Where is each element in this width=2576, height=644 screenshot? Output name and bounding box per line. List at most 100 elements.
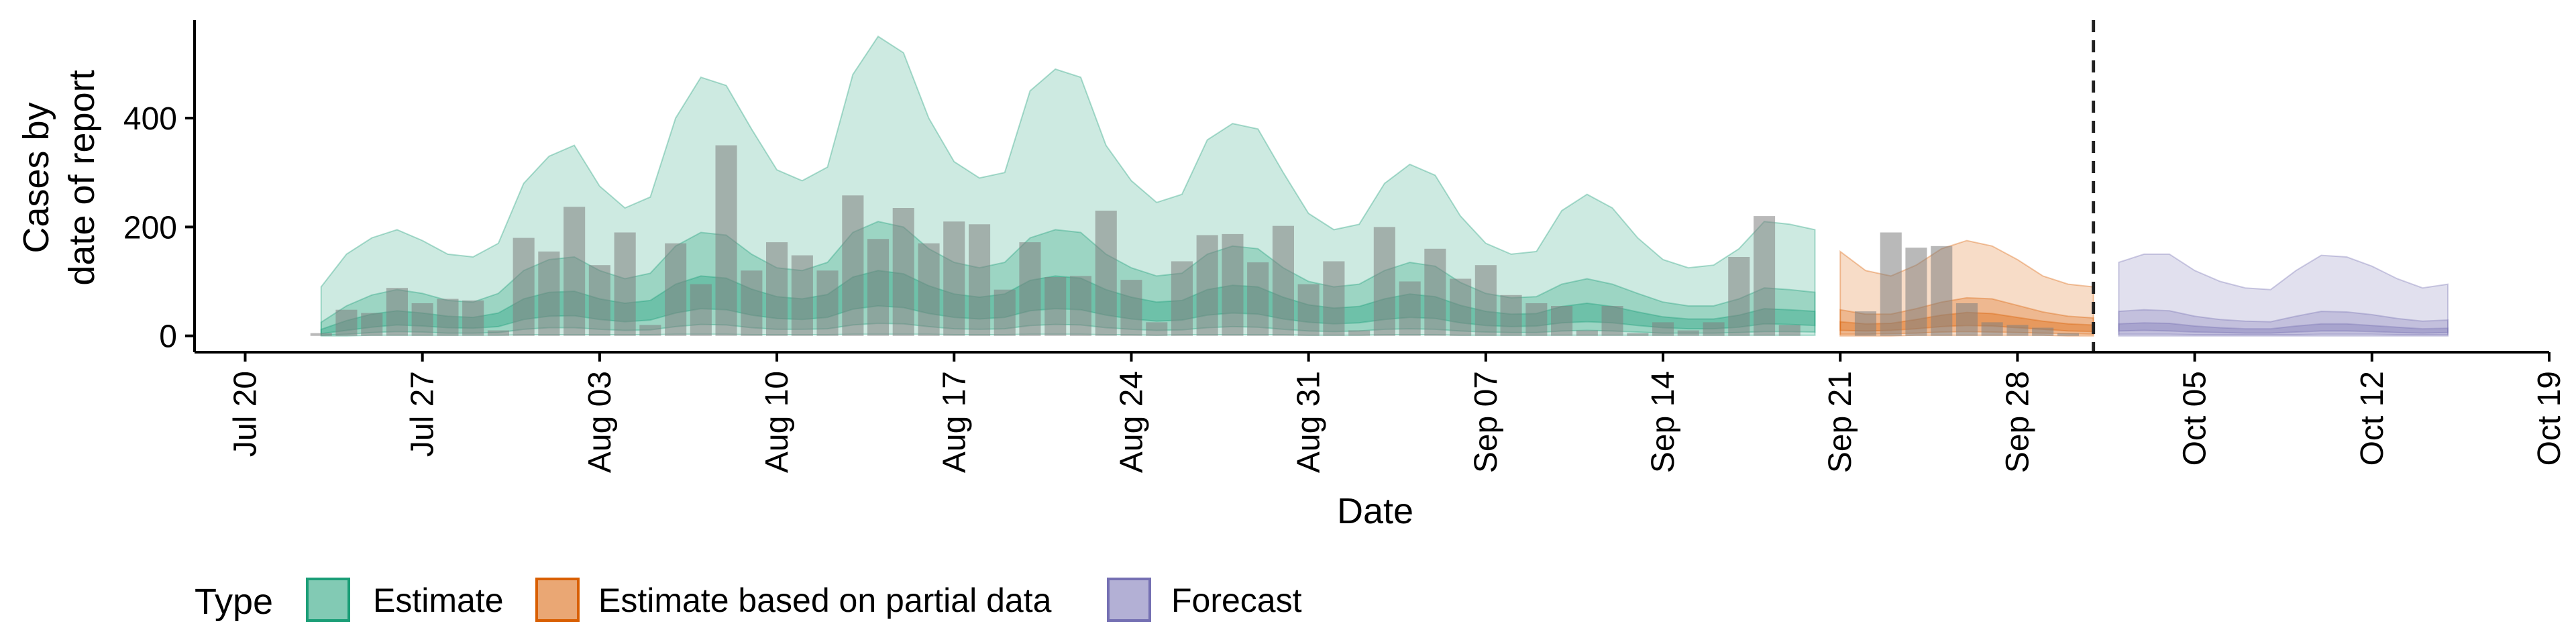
observed-bar bbox=[1627, 333, 1649, 336]
observed-bar bbox=[1955, 303, 1978, 336]
x-ticks: Jul 20 Jul 27 Aug 03 Aug 10 Aug 17 Aug 24 Aug … bbox=[228, 352, 2567, 473]
x-tick-label: Aug 03 bbox=[582, 371, 618, 473]
observed-bar bbox=[588, 265, 610, 336]
observed-bar bbox=[1272, 225, 1294, 336]
observed-bar bbox=[639, 325, 661, 336]
observed-bar bbox=[1171, 261, 1193, 336]
x-tick-label: Oct 19 bbox=[2532, 371, 2567, 466]
observed-bar bbox=[1854, 311, 1876, 336]
x-axis: Jul 20 Jul 27 Aug 03 Aug 10 Aug 17 Aug 24 Aug … bbox=[195, 351, 2567, 473]
legend-key-partial bbox=[535, 578, 580, 622]
observed-bar bbox=[994, 289, 1016, 336]
observed-bar bbox=[1551, 306, 1573, 336]
x-tick-label: Aug 10 bbox=[759, 371, 795, 473]
observed-bar bbox=[437, 299, 459, 336]
band-forecast-90 bbox=[2118, 253, 2449, 337]
observed-bar bbox=[1703, 322, 1725, 336]
legend-key-estimate bbox=[306, 578, 350, 622]
observed-bar bbox=[969, 224, 991, 336]
observed-bar bbox=[842, 195, 864, 336]
legend-label-estimate: Estimate bbox=[373, 582, 504, 619]
band-forecast-20 bbox=[2118, 322, 2449, 334]
observed-bar bbox=[766, 242, 788, 336]
observed-bar bbox=[614, 232, 636, 336]
observed-bar bbox=[1069, 276, 1091, 336]
observed-bar bbox=[867, 239, 890, 336]
legend-label-forecast: Forecast bbox=[1171, 582, 1302, 619]
observed-bar bbox=[1399, 281, 1421, 336]
observed-bar bbox=[1297, 284, 1320, 336]
observed-bar bbox=[564, 207, 586, 336]
observed-bar bbox=[1677, 330, 1699, 336]
observed-bar bbox=[538, 251, 560, 336]
observed-bar bbox=[1931, 246, 1953, 336]
observed-bar bbox=[1222, 233, 1244, 336]
observed-bar bbox=[1019, 242, 1041, 336]
observed-bar bbox=[1323, 261, 1345, 336]
observed-bar bbox=[1754, 216, 1776, 336]
x-tick-label: Oct 05 bbox=[2178, 371, 2213, 466]
observed-bar bbox=[2057, 333, 2079, 336]
observed-bar bbox=[690, 284, 712, 336]
observed-bar bbox=[1652, 322, 1674, 336]
observed-bar bbox=[462, 300, 484, 336]
observed-bars-layer bbox=[310, 145, 2079, 336]
x-tick-label: Aug 31 bbox=[1291, 371, 1327, 473]
observed-bar bbox=[665, 243, 687, 336]
observed-bar bbox=[310, 333, 332, 336]
observed-bar bbox=[1728, 257, 1750, 336]
observed-bar bbox=[1095, 211, 1117, 336]
observed-bar bbox=[386, 288, 408, 336]
x-tick-label: Aug 24 bbox=[1114, 371, 1150, 473]
observed-bar bbox=[411, 303, 433, 336]
observed-bar bbox=[2032, 327, 2054, 336]
observed-bar bbox=[791, 255, 813, 336]
y-tick-label: 400 bbox=[123, 101, 177, 137]
observed-bar bbox=[361, 313, 383, 336]
x-tick-label: Aug 17 bbox=[936, 371, 972, 473]
legend-key-forecast bbox=[1107, 578, 1151, 622]
observed-bar bbox=[816, 270, 839, 336]
y-tick-label: 0 bbox=[159, 319, 177, 355]
observed-bar bbox=[1044, 277, 1067, 336]
observed-bar bbox=[1373, 227, 1395, 336]
x-tick-label: Sep 21 bbox=[1823, 371, 1858, 473]
observed-bar bbox=[918, 243, 940, 336]
y-axis-title-line-1: Cases by bbox=[16, 102, 56, 253]
x-tick-label: Sep 07 bbox=[1468, 371, 1504, 473]
observed-bar bbox=[487, 330, 509, 336]
x-tick-label: Oct 12 bbox=[2355, 371, 2390, 466]
band-forecast-50 bbox=[2118, 309, 2449, 335]
x-tick-label: Jul 20 bbox=[228, 371, 264, 457]
observed-bar bbox=[1500, 294, 1522, 336]
observed-bar bbox=[1576, 330, 1598, 336]
observed-bar bbox=[1474, 265, 1497, 336]
observed-bar bbox=[943, 221, 965, 336]
plot-area bbox=[310, 20, 2449, 352]
y-ticks: 0 200 400 bbox=[123, 101, 195, 355]
observed-bar bbox=[1905, 248, 1927, 336]
observed-bar bbox=[892, 208, 914, 336]
observed-bar bbox=[513, 237, 535, 336]
observed-bar bbox=[1601, 306, 1623, 336]
x-tick-label: Jul 27 bbox=[405, 371, 441, 457]
observed-bar bbox=[741, 270, 763, 336]
observed-bar bbox=[335, 309, 358, 336]
x-tick-label: Sep 28 bbox=[2000, 371, 2035, 473]
legend-title: Type bbox=[195, 582, 273, 622]
observed-bar bbox=[1146, 322, 1168, 336]
x-axis-title: Date bbox=[1337, 491, 1413, 531]
y-axis: 0 200 400 bbox=[123, 20, 196, 355]
observed-bar bbox=[1525, 303, 1548, 336]
observed-bar bbox=[1196, 235, 1218, 336]
observed-bar bbox=[1348, 330, 1371, 336]
observed-bar bbox=[715, 145, 737, 336]
observed-bar bbox=[1981, 322, 2003, 336]
observed-bar bbox=[1880, 232, 1902, 336]
legend: Type Estimate Estimate based on partial … bbox=[195, 578, 1302, 622]
observed-bar bbox=[1247, 262, 1269, 336]
y-axis-title-line-2: date of report bbox=[62, 70, 102, 285]
legend-label-partial: Estimate based on partial data bbox=[598, 582, 1052, 619]
observed-bar bbox=[1120, 280, 1142, 336]
